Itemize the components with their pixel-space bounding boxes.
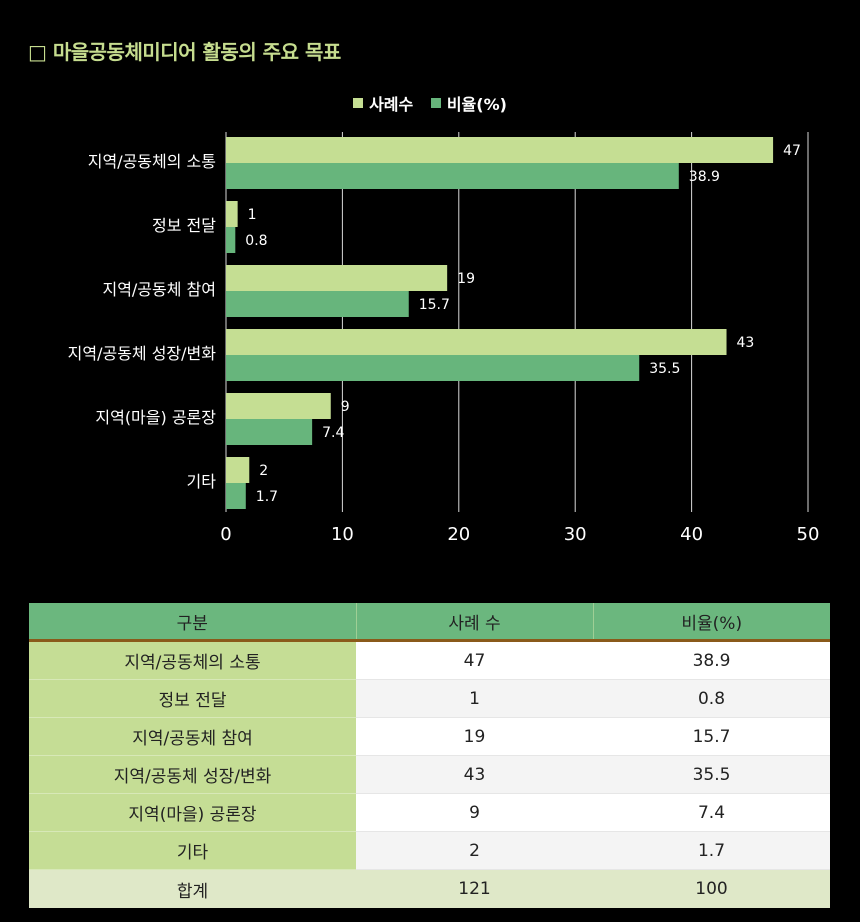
table-cell-count: 1 — [356, 679, 593, 718]
bar-ratio — [226, 163, 679, 189]
table-cell-ratio: 7.4 — [593, 793, 830, 832]
table-header-ratio: 비율(%) — [593, 603, 830, 642]
legend-label-ratio: 비율(%) — [446, 95, 507, 114]
table-cell-category: 지역/공동체의 소통 — [29, 640, 356, 680]
table-cell-category: 지역(마을) 공론장 — [29, 793, 356, 832]
x-tick-label: 30 — [564, 524, 587, 545]
table-cell-ratio: 35.5 — [593, 755, 830, 794]
category-label: 지역(마을) 공론장 — [95, 408, 216, 427]
legend-item-ratio: 비율(%) — [430, 91, 507, 115]
table-cell-count: 47 — [356, 640, 593, 680]
data-label: 35.5 — [649, 361, 680, 377]
category-label: 지역/공동체 성장/변화 — [68, 344, 217, 363]
x-tick-label: 10 — [331, 524, 354, 545]
table-total-count: 121 — [356, 869, 593, 908]
legend-item-count: 사례수 — [353, 91, 413, 115]
table-header-count: 사례 수 — [356, 603, 594, 642]
data-label: 2 — [259, 463, 268, 479]
page-title: □ 마을공동체미디어 활동의 주요 목표 — [28, 36, 341, 65]
table-row: 지역/공동체의 소통 47 38.9 — [29, 640, 830, 680]
bar-ratio — [226, 227, 236, 253]
data-label: 38.9 — [689, 169, 720, 185]
bar-count — [226, 329, 727, 355]
table-cell-ratio: 0.8 — [593, 679, 830, 718]
bar-ratio — [226, 483, 246, 509]
table-total-ratio: 100 — [593, 869, 830, 908]
category-label: 지역/공동체 참여 — [102, 280, 216, 299]
table-cell-category: 정보 전달 — [29, 679, 356, 718]
table-row: 지역/공동체 성장/변화 43 35.5 — [29, 755, 830, 794]
bar-count — [226, 393, 331, 419]
bar-ratio — [226, 355, 640, 381]
data-label: 15.7 — [419, 297, 450, 313]
table-row: 기타 2 1.7 — [29, 831, 830, 870]
table-cell-category: 지역/공동체 참여 — [29, 717, 356, 756]
data-label: 1.7 — [256, 489, 278, 505]
legend-label-count: 사례수 — [369, 95, 414, 114]
data-label: 47 — [783, 143, 801, 159]
bar-count — [226, 457, 250, 483]
x-tick-label: 40 — [680, 524, 703, 545]
table-total-row: 합계 121 100 — [29, 869, 830, 908]
table-total-label: 합계 — [29, 869, 356, 908]
table-cell-ratio: 15.7 — [593, 717, 830, 756]
table-cell-category: 지역/공동체 성장/변화 — [29, 755, 356, 794]
bar-count — [226, 201, 238, 227]
data-label: 9 — [341, 399, 350, 415]
bar-ratio — [226, 291, 409, 317]
table-cell-count: 19 — [356, 717, 593, 756]
category-label: 기타 — [187, 472, 217, 491]
table-row: 지역/공동체 참여 19 15.7 — [29, 717, 830, 756]
table-row: 지역(마을) 공론장 9 7.4 — [29, 793, 830, 832]
category-label: 정보 전달 — [152, 216, 216, 235]
legend-swatch-ratio — [430, 98, 441, 108]
table-cell-category: 기타 — [29, 831, 356, 870]
bar-chart: 0 10 20 30 40 50 지역/공동체의 소통 47 38.9 정보 전달 1 0.8 지역/공… — [68, 132, 820, 545]
legend-swatch-count — [353, 98, 364, 108]
data-label: 7.4 — [322, 425, 344, 441]
table-row: 정보 전달 1 0.8 — [29, 679, 830, 718]
data-label: 19 — [457, 271, 475, 287]
data-table: 구분 사례 수 비율(%) 지역/공동체의 소통 47 38.9 정보 전달 1… — [29, 603, 830, 908]
table-cell-count: 9 — [356, 793, 593, 832]
table-cell-ratio: 38.9 — [593, 640, 830, 680]
bar-count — [226, 137, 774, 163]
chart-legend: 사례수 비율(%) — [0, 91, 860, 115]
category-label: 지역/공동체의 소통 — [88, 152, 216, 171]
table-header-row: 구분 사례 수 비율(%) — [29, 603, 830, 642]
table-header-category: 구분 — [29, 603, 357, 642]
x-tick-label: 0 — [220, 524, 231, 545]
title-text: □ 마을공동체미디어 활동의 주요 목표 — [28, 40, 341, 64]
x-tick-label: 50 — [797, 524, 820, 545]
data-label: 43 — [737, 335, 755, 351]
data-label: 1 — [248, 207, 257, 223]
table-cell-count: 43 — [356, 755, 593, 794]
bar-ratio — [226, 419, 313, 445]
table-cell-ratio: 1.7 — [593, 831, 830, 870]
table-cell-count: 2 — [356, 831, 593, 870]
data-label: 0.8 — [245, 233, 267, 249]
x-tick-label: 20 — [447, 524, 470, 545]
bar-count — [226, 265, 448, 291]
